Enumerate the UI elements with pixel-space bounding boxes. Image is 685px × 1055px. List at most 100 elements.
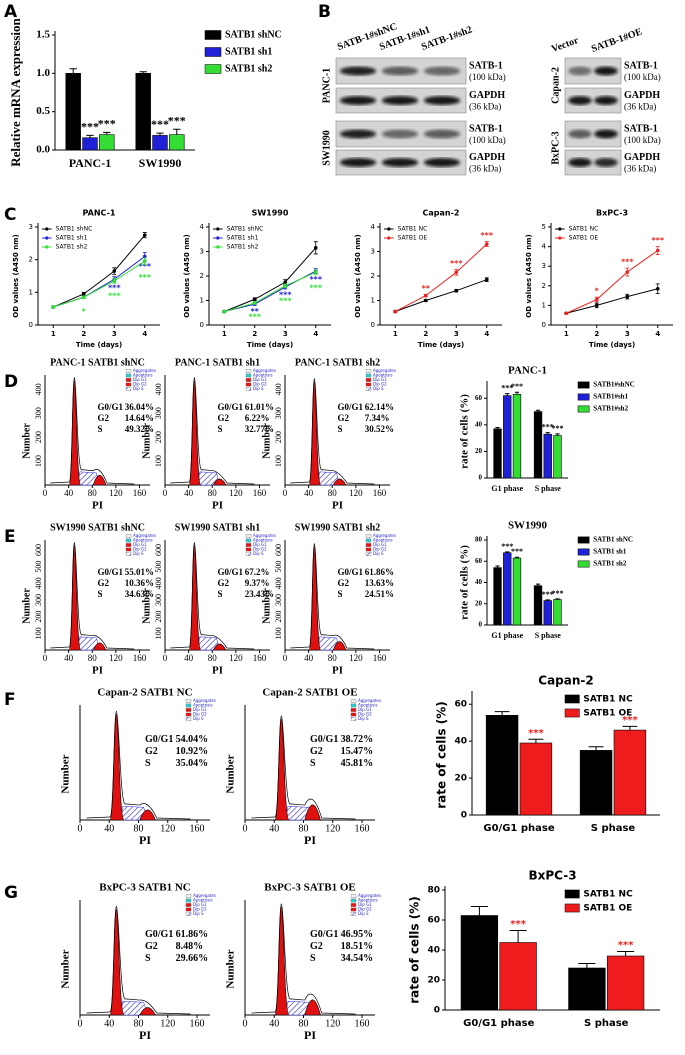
flow-legend-swatch <box>365 538 372 543</box>
flow-legend-label: Aggregates <box>193 698 216 703</box>
blot-band <box>594 66 618 76</box>
y-tick-label: 60 <box>475 557 483 565</box>
flow-x-label: PI <box>139 833 151 847</box>
flow-outline <box>290 543 375 650</box>
x-tick-label: 4 <box>484 330 489 338</box>
legend-label: SATB1 sh2 <box>593 560 627 568</box>
error-bar <box>470 906 488 916</box>
flow-legend-label: Aggregates <box>253 533 276 538</box>
significance-label: *** <box>108 292 121 301</box>
flow-x-tick-label: 40 <box>184 653 194 663</box>
flow-stat-value: 34.54% <box>341 953 374 964</box>
bar <box>460 915 499 1011</box>
bar <box>568 967 606 1011</box>
blot-band <box>568 66 592 76</box>
flow-x-label: PI <box>332 500 343 512</box>
flow-x-tick-label: 120 <box>109 488 123 498</box>
legend-label: SATB1 shNC <box>225 29 282 40</box>
flow-legend-label: Apoptosis <box>373 538 393 543</box>
flow-x-tick-label: 80 <box>88 653 98 663</box>
x-axis-label: Time (days) <box>76 341 122 349</box>
blot-band <box>381 66 419 76</box>
error-bar <box>588 746 604 751</box>
flow-y-tick-label: 100 <box>274 455 283 467</box>
flow-y-label: Number <box>141 588 152 624</box>
significance-label: *** <box>151 117 169 131</box>
flow-x-tick-label: 0 <box>243 823 248 834</box>
flow-stat-label: S <box>218 424 223 434</box>
flow-legend-swatch <box>185 712 192 717</box>
flow-legend-swatch <box>350 717 357 721</box>
point <box>81 295 86 300</box>
significance-label: *** <box>108 283 121 292</box>
error-bar <box>495 565 500 568</box>
legend-label: SATB1 NC <box>583 890 633 900</box>
legend-marker <box>558 236 562 240</box>
flow-y-tick-label: 300 <box>154 407 163 419</box>
flow-legend-swatch <box>350 712 357 717</box>
series-line <box>53 234 146 308</box>
flow-title: PANC-1 SATB1 sh1 <box>175 357 260 368</box>
legend-swatch <box>564 903 580 913</box>
legend-swatch <box>577 536 590 544</box>
significance-label: *** <box>138 262 151 271</box>
y-tick-label: 60 <box>475 394 483 402</box>
flow-stat-label: G0/G1 <box>338 567 364 577</box>
x-tick-label: 2 <box>81 330 86 338</box>
flow-stat-value: 13.63% <box>365 578 394 588</box>
bar <box>493 567 502 626</box>
flow-legend-label: Apoptosis <box>193 898 213 903</box>
flow-x-tick-label: 80 <box>299 1018 309 1029</box>
flow-stat-label: S <box>338 589 343 599</box>
flow-legend-swatch <box>125 547 132 552</box>
protein-label: SATB-1 <box>624 123 658 134</box>
x-axis-label: Time (days) <box>247 341 293 349</box>
flow-outline <box>50 542 135 650</box>
x-tick-label: SW1990 <box>139 156 182 170</box>
flow-legend-swatch <box>245 538 252 543</box>
y-tick-label: 0 <box>542 321 546 329</box>
legend-label: SATB1 sh1 <box>227 235 259 242</box>
flow-stat-label: S <box>145 953 151 964</box>
flow-g2-peak <box>92 475 107 486</box>
point <box>283 284 288 288</box>
error-bar <box>509 930 527 943</box>
y-tick-label: 2 <box>371 272 375 280</box>
legend-label: SATB1 OE <box>583 904 632 914</box>
flow-y-tick-label: 600 <box>154 544 163 556</box>
significance-label: * <box>595 287 600 296</box>
flow-x-tick-label: 0 <box>163 653 168 663</box>
flow-x-tick-label: 40 <box>269 823 279 834</box>
flow-legend-swatch <box>365 387 372 391</box>
flow-legend-swatch <box>125 373 132 378</box>
flow-stat-label: S <box>98 589 103 599</box>
legend-marker <box>216 236 220 240</box>
blot-band <box>594 158 618 167</box>
flow-x-tick-label: 160 <box>133 653 147 663</box>
error-bar <box>617 951 635 956</box>
flow-stat-value: 67.2% <box>245 567 270 577</box>
significance-label: *** <box>309 275 322 284</box>
flow-x-label: PI <box>139 1028 151 1042</box>
y-tick-label: 1 <box>29 288 33 296</box>
flow-x-tick-label: 40 <box>64 488 74 498</box>
legend-label: SATB1#sh2 <box>593 405 628 413</box>
error-bar <box>545 432 550 435</box>
y-axis-label: Relative mRNA expression <box>8 17 23 166</box>
size-label: (36 kDa) <box>624 164 656 174</box>
flow-legend-label: Apoptosis <box>358 898 378 903</box>
flow-legend-label: Apoptosis <box>133 373 153 378</box>
flow-x-tick-label: 0 <box>43 488 48 498</box>
significance-label: *** <box>622 715 638 726</box>
significance-label: *** <box>542 422 554 431</box>
legend-swatch <box>577 405 590 413</box>
flow-legend-swatch <box>185 708 192 712</box>
flow-x-tick-label: 80 <box>134 1018 144 1029</box>
y-tick-label: 2 <box>542 282 546 290</box>
flow-x-label: PI <box>92 500 103 512</box>
significance-label: *** <box>309 283 322 292</box>
error-bar <box>555 598 560 600</box>
flow-legend-label: Apoptosis <box>253 373 273 378</box>
significance-label: *** <box>511 547 523 556</box>
flow-x-label: PI <box>212 665 223 677</box>
